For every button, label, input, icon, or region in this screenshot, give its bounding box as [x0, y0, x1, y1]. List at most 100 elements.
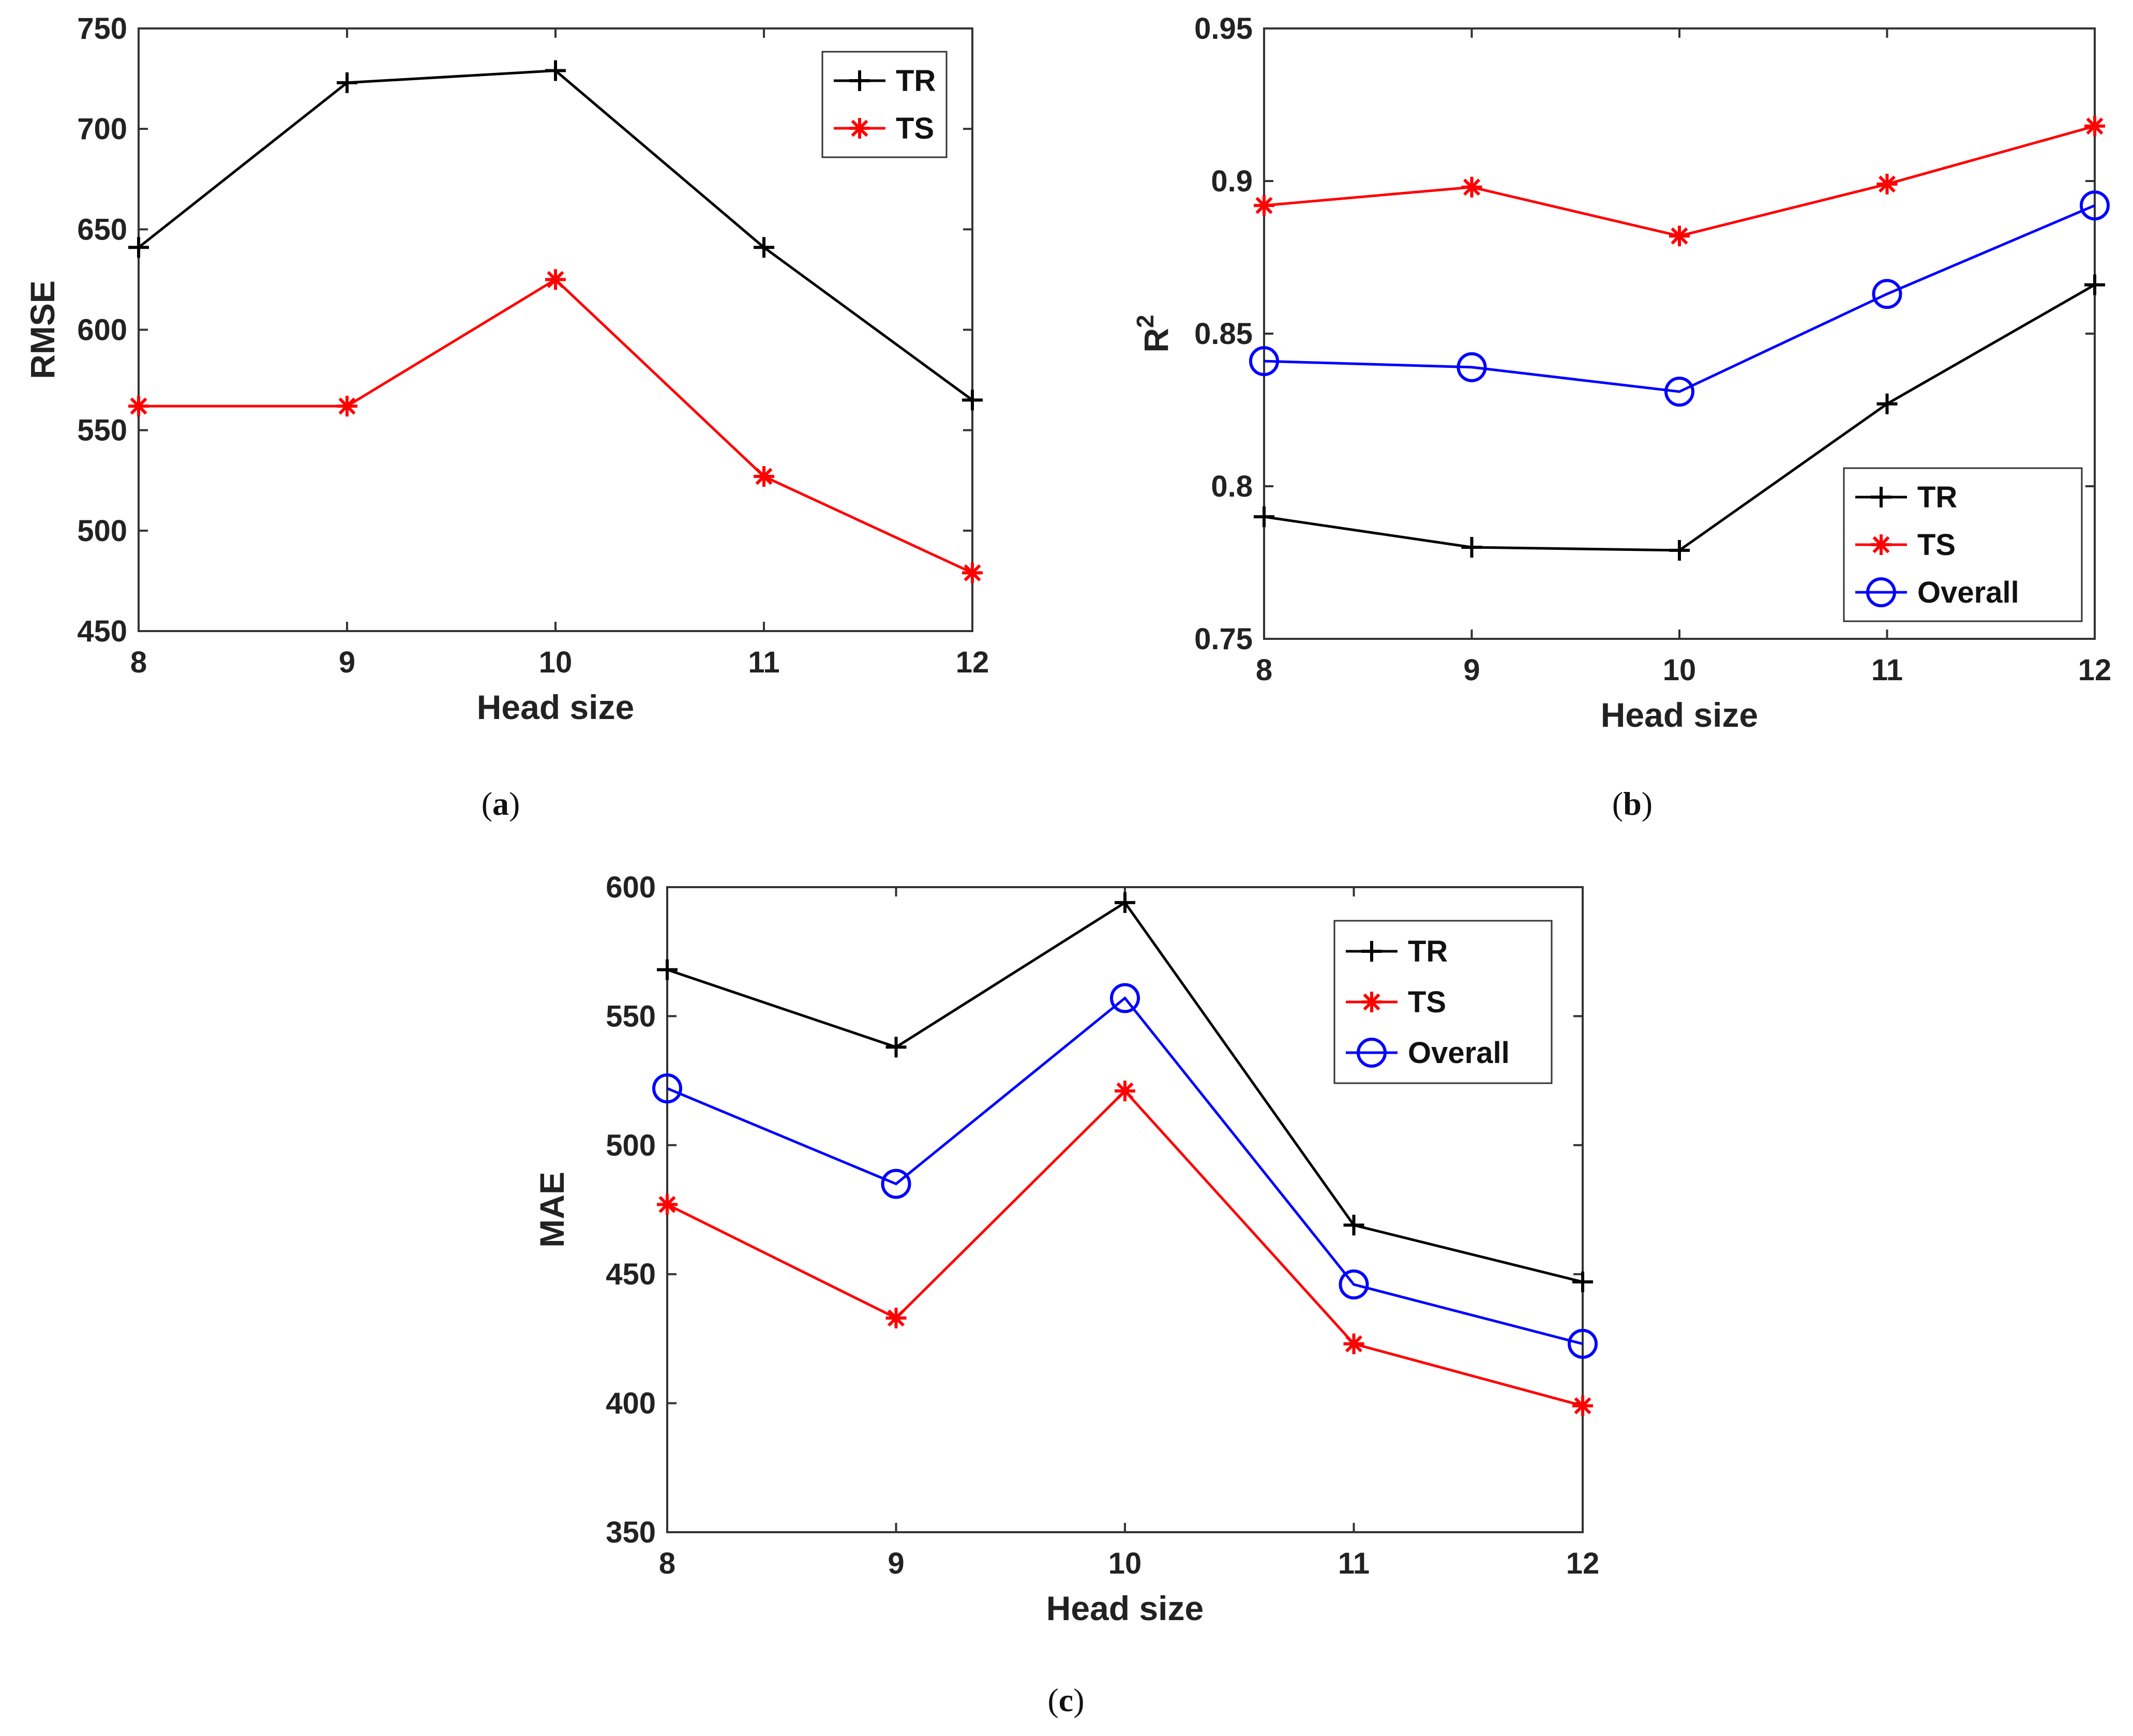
legend-entry-ts: TS [1346, 985, 1446, 1019]
x-tick-label: 9 [888, 1547, 904, 1580]
data-point [657, 1194, 678, 1215]
legend-label: Overall [1917, 576, 2019, 609]
y-tick-label: 450 [77, 615, 127, 648]
legend-marker [1871, 534, 1891, 555]
panel-a-rmse-chart: 8 9 10 11 12 450 500 550 600 650 700 750 Head size RM… [23, 12, 989, 726]
data-point [885, 1037, 907, 1058]
y-tick-label: 550 [606, 999, 656, 1033]
data-point [1254, 506, 1274, 527]
data-point [1456, 352, 1487, 382]
y-tick-label: 550 [77, 414, 127, 447]
legend-box [821, 51, 948, 158]
x-tick-label: 11 [748, 646, 779, 679]
legend-label: TR [1917, 481, 1957, 514]
data-point [1339, 1269, 1369, 1300]
x-tick-label: 10 [539, 646, 573, 679]
data-point [337, 72, 357, 93]
legend-entry-overall: Overall [1855, 576, 2019, 609]
y-tick-label: 0.8 [1211, 470, 1253, 503]
x-tick-label: 8 [130, 646, 147, 679]
caption-b: (b) [1612, 785, 1653, 822]
x-tick-label: 11 [1338, 1547, 1370, 1580]
x-tick-label: 11 [1871, 653, 1903, 687]
series-ts [657, 1081, 1593, 1416]
data-point [545, 60, 566, 81]
data-point [1343, 1215, 1364, 1236]
y-tick-label: 0.85 [1194, 317, 1253, 351]
y-axis-label: RMSE [23, 280, 62, 379]
x-tick-label: 12 [956, 646, 989, 679]
caption-a: (a) [482, 785, 520, 822]
legend-marker [1866, 577, 1896, 607]
x-tick-label: 8 [659, 1547, 675, 1580]
y-axis-label: MAE [533, 1172, 571, 1248]
x-tick-label: 12 [1566, 1547, 1600, 1580]
legend-label: TR [1408, 935, 1448, 968]
y-tick-label: 750 [77, 12, 127, 46]
data-point [881, 1169, 911, 1199]
legend-marker [849, 70, 870, 91]
data-point [1872, 279, 1902, 309]
y-tick-label: 0.95 [1194, 12, 1253, 46]
y-tick-label: 450 [606, 1258, 656, 1291]
data-point [1115, 1081, 1135, 1102]
legend-entry-ts: TS [1855, 528, 1956, 562]
legend-marker [1357, 1038, 1387, 1068]
data-point [1254, 195, 1274, 216]
data-point [1669, 226, 1690, 247]
data-point [2084, 274, 2105, 295]
data-point [1461, 176, 1482, 198]
x-tick-label: 12 [2078, 653, 2112, 687]
data-point [754, 466, 774, 487]
data-point [1568, 1328, 1598, 1359]
data-point [1572, 1395, 1593, 1416]
data-point [2084, 115, 2105, 137]
legend-entry-overall: Overall [1346, 1036, 1510, 1070]
data-point [1572, 1271, 1593, 1293]
legend-label: Overall [1408, 1036, 1510, 1070]
legend-entry-tr: TR [834, 64, 936, 98]
legend-marker [1871, 487, 1891, 507]
series-line [1264, 204, 2095, 393]
legend-entry-tr: TR [1855, 481, 1957, 514]
legend-marker [849, 118, 870, 139]
data-point [545, 269, 566, 290]
data-point [1343, 1333, 1364, 1354]
y-axis-label-superscript: 2 [1132, 315, 1159, 328]
data-point [337, 396, 357, 417]
legend-entry-tr: TR [1346, 935, 1448, 968]
data-point [1115, 892, 1135, 913]
legend: TR TS [821, 51, 948, 158]
y-axis-label: R2 [1132, 315, 1175, 352]
legend-label: TR [896, 64, 936, 98]
legend-label: TS [1408, 985, 1446, 1019]
caption-c: (c) [1047, 1682, 1084, 1718]
x-axis-label: Head size [1046, 1589, 1204, 1627]
y-tick-label: 500 [606, 1129, 656, 1162]
series-tr [128, 60, 983, 411]
legend-marker [1361, 992, 1382, 1012]
x-tick-label: 9 [1463, 653, 1480, 687]
series-overall [1249, 190, 2110, 407]
panel-c-mae-chart: 8 9 10 11 12 350 400 450 500 550 600 Head size MAE TR… [533, 871, 1599, 1627]
data-point [1876, 393, 1898, 414]
x-tick-label: 10 [1663, 653, 1696, 687]
legend-marker [1361, 941, 1382, 962]
series-tr [657, 892, 1593, 1293]
data-point [1110, 983, 1140, 1013]
x-tick-label: 9 [339, 646, 355, 679]
y-tick-label: 0.75 [1194, 622, 1253, 656]
data-point [1249, 346, 1279, 377]
series-line [667, 996, 1583, 1345]
data-point [1876, 173, 1898, 194]
y-tick-label: 500 [77, 514, 127, 548]
series-ts [128, 269, 983, 583]
series-overall [652, 983, 1598, 1359]
legend-entry-ts: TS [834, 112, 934, 145]
data-point [962, 562, 983, 583]
y-tick-label: 600 [606, 871, 656, 904]
y-tick-label: 700 [77, 112, 127, 146]
data-point [1461, 537, 1482, 558]
